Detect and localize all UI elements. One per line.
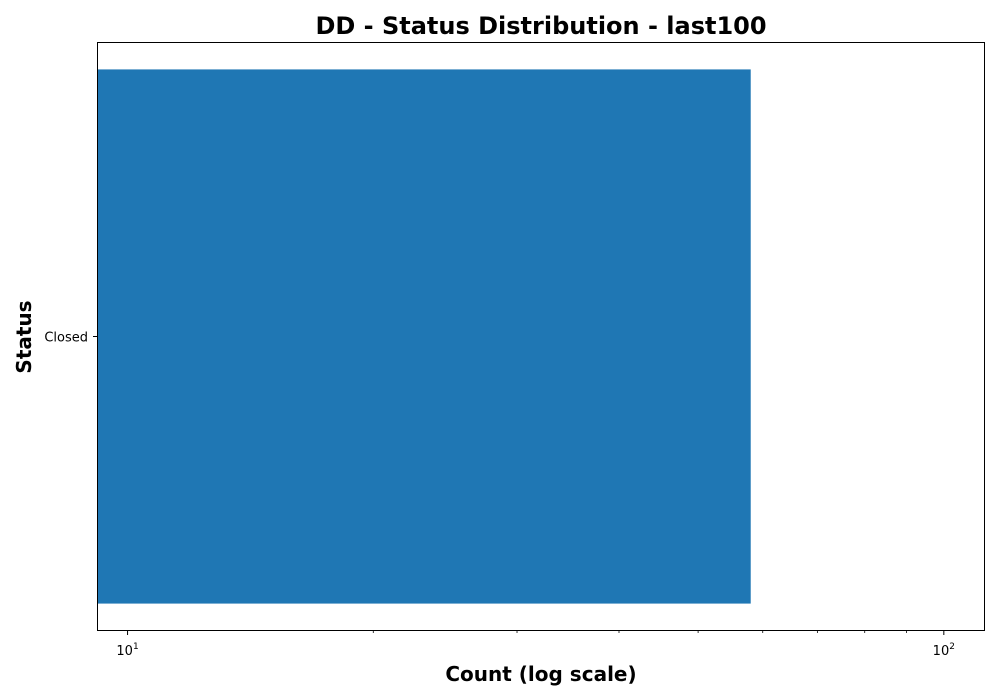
- x-tick-label: 101: [116, 642, 138, 659]
- y-axis-ticks: Closed: [44, 331, 98, 346]
- x-tick-label: 102: [933, 642, 955, 659]
- bars-group: [98, 69, 751, 604]
- chart-title: DD - Status Distribution - last100: [315, 12, 766, 40]
- y-tick-label: Closed: [44, 331, 88, 346]
- y-axis-label: Status: [12, 300, 36, 373]
- x-axis-ticks: 101 102: [116, 630, 955, 659]
- bar-closed: [98, 69, 751, 604]
- x-axis-label: Count (log scale): [445, 662, 636, 686]
- plot-area-frame: [97, 42, 985, 631]
